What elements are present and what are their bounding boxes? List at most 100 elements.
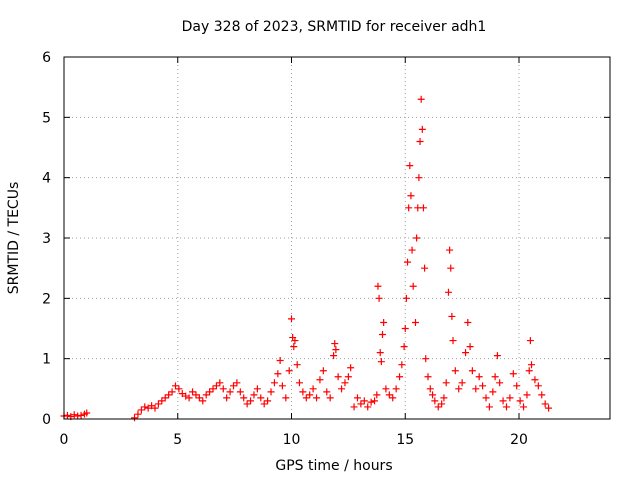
data-point bbox=[319, 367, 327, 375]
data-point bbox=[385, 391, 393, 399]
data-point bbox=[491, 373, 499, 381]
data-point bbox=[418, 125, 426, 133]
x-tick-label: 20 bbox=[510, 432, 528, 448]
ticks bbox=[63, 56, 610, 420]
data-point bbox=[154, 400, 162, 408]
data-point bbox=[77, 411, 85, 419]
data-point bbox=[493, 352, 501, 360]
data-point bbox=[525, 367, 533, 375]
data-point bbox=[396, 373, 404, 381]
data-point bbox=[137, 406, 145, 414]
data-point bbox=[240, 394, 248, 402]
x-tick-label: 15 bbox=[396, 432, 414, 448]
data-point bbox=[295, 379, 303, 387]
data-point bbox=[323, 388, 331, 396]
data-point bbox=[451, 367, 459, 375]
data-point bbox=[326, 394, 334, 402]
data-point bbox=[367, 398, 375, 406]
data-point bbox=[364, 403, 372, 411]
data-point bbox=[83, 409, 91, 417]
data-point bbox=[165, 391, 173, 399]
data-point bbox=[338, 385, 346, 393]
data-point bbox=[278, 382, 286, 390]
data-point bbox=[192, 391, 200, 399]
data-point bbox=[63, 411, 71, 419]
data-point bbox=[282, 394, 290, 402]
data-point bbox=[408, 246, 416, 254]
data-point bbox=[523, 391, 531, 399]
data-point bbox=[233, 379, 241, 387]
data-point bbox=[499, 397, 507, 405]
data-point bbox=[151, 404, 159, 412]
data-point bbox=[431, 397, 439, 405]
data-point bbox=[421, 264, 429, 272]
data-point bbox=[257, 394, 265, 402]
data-point bbox=[306, 391, 314, 399]
data-point bbox=[417, 95, 425, 103]
data-point bbox=[202, 391, 210, 399]
data-point bbox=[309, 385, 317, 393]
data-point bbox=[347, 364, 355, 372]
data-point bbox=[422, 355, 430, 363]
data-point bbox=[374, 282, 382, 290]
data-point bbox=[526, 337, 534, 345]
data-point bbox=[373, 391, 381, 399]
data-point bbox=[447, 264, 455, 272]
data-point bbox=[415, 174, 423, 182]
data-point bbox=[479, 382, 487, 390]
data-point bbox=[276, 356, 284, 364]
data-point bbox=[528, 361, 536, 369]
data-point bbox=[444, 288, 452, 296]
data-point bbox=[392, 385, 400, 393]
data-point bbox=[468, 367, 476, 375]
data-point bbox=[531, 376, 539, 384]
data-point bbox=[434, 403, 442, 411]
data-point bbox=[419, 204, 427, 212]
data-point bbox=[158, 397, 166, 405]
data-point bbox=[496, 379, 504, 387]
data-point bbox=[506, 394, 514, 402]
x-tick-label: 0 bbox=[60, 432, 69, 448]
data-point bbox=[250, 391, 258, 399]
data-point bbox=[375, 294, 383, 302]
data-point bbox=[260, 400, 268, 408]
data-point bbox=[545, 404, 553, 412]
data-point bbox=[175, 385, 183, 393]
data-point bbox=[401, 325, 409, 332]
data-point bbox=[442, 379, 450, 387]
y-axis-label: SRMTID / TECUs bbox=[6, 182, 22, 295]
data-point bbox=[285, 367, 293, 375]
data-point bbox=[223, 394, 231, 402]
data-point bbox=[466, 343, 474, 351]
data-point bbox=[247, 397, 255, 405]
data-point bbox=[350, 403, 358, 411]
data-point bbox=[538, 391, 546, 399]
data-point bbox=[409, 282, 417, 290]
data-point bbox=[185, 394, 193, 402]
data-point bbox=[458, 379, 466, 387]
data-point bbox=[195, 394, 203, 402]
data-point bbox=[189, 388, 197, 396]
data-point bbox=[331, 340, 339, 348]
data-point bbox=[404, 258, 412, 266]
data-point bbox=[449, 337, 457, 345]
chart-title: Day 328 of 2023, SRMTID for receiver adh… bbox=[182, 19, 487, 35]
data-point bbox=[288, 315, 295, 323]
grid bbox=[64, 57, 610, 419]
data-point bbox=[206, 388, 214, 396]
data-point bbox=[171, 382, 179, 390]
data-point bbox=[168, 388, 176, 396]
data-point bbox=[302, 394, 310, 402]
data-point bbox=[199, 397, 207, 405]
data-point bbox=[407, 192, 415, 200]
data-points bbox=[60, 95, 553, 422]
data-point bbox=[405, 204, 413, 212]
x-axis-label: GPS time / hours bbox=[275, 458, 392, 474]
data-point bbox=[264, 397, 272, 405]
data-point bbox=[267, 388, 275, 396]
data-point bbox=[229, 382, 237, 390]
data-point bbox=[226, 388, 234, 396]
data-point bbox=[379, 331, 386, 339]
data-point bbox=[360, 397, 368, 405]
data-point bbox=[377, 358, 385, 366]
